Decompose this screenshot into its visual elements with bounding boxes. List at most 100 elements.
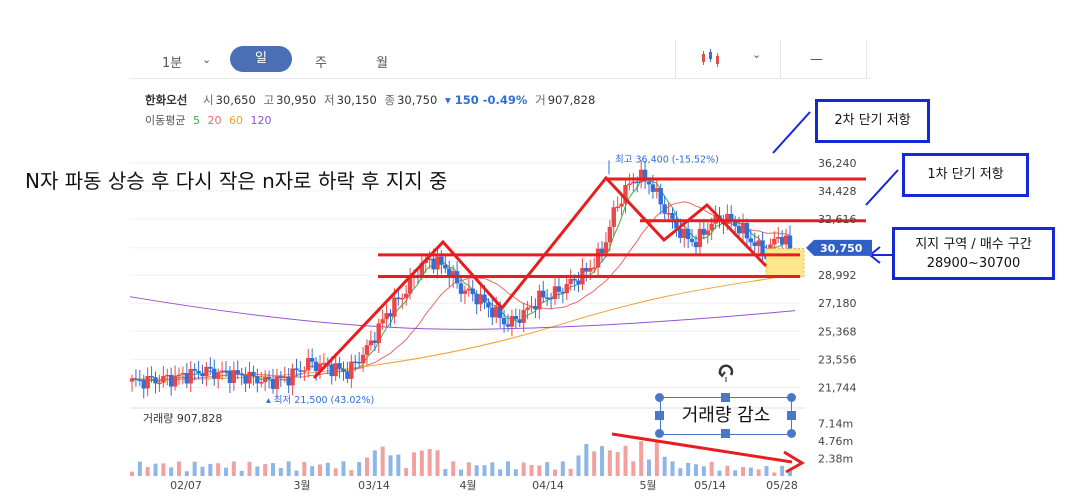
candlesticks — [129, 160, 793, 399]
volume-bar — [372, 450, 377, 476]
price-tick-label: 27,180 — [818, 297, 857, 310]
analysis-headline: N자 파동 상승 후 다시 작은 n자로 하락 후 지지 중 — [25, 169, 448, 193]
candle-body — [572, 278, 577, 281]
candle-body — [693, 242, 699, 248]
price-tick-label: 23,556 — [818, 353, 857, 366]
volume-bar — [521, 462, 526, 476]
candle-body — [208, 366, 213, 369]
chevron-down-icon[interactable]: ⌄ — [202, 53, 212, 66]
date-axis: 02/07 3월 03/14 4월 04/14 5월 05/14 05/28 — [170, 479, 798, 492]
chart-type-chevron-icon[interactable]: ⌄ — [752, 48, 762, 61]
candle-body — [776, 237, 781, 239]
candle-body — [603, 242, 609, 254]
candle-body — [419, 263, 425, 276]
volume-bar — [678, 468, 683, 476]
candle-body — [591, 267, 597, 270]
candle-body — [172, 375, 178, 387]
volume-bar — [192, 461, 197, 476]
candle-body — [141, 379, 146, 389]
candle-body — [670, 213, 675, 219]
line-tool-button[interactable]: — — [810, 52, 823, 67]
candle-body — [607, 226, 613, 243]
volume-bar — [419, 450, 424, 476]
candle-body — [685, 228, 691, 240]
annotation-overlay: 최고 36,400 (-15.52%) ▴ 최저 21,500 (43.02%) — [266, 111, 899, 406]
support-zone-range: 28900~30700 — [926, 256, 1021, 271]
volume-bar — [404, 468, 409, 476]
ma-60[interactable]: 60 — [228, 114, 243, 127]
current-price-label: 30,750 — [820, 242, 863, 255]
candlestick-icon[interactable] — [700, 48, 724, 72]
candle-body — [219, 370, 225, 373]
candle-body — [439, 256, 444, 265]
interval-minute-button[interactable]: 1분 — [162, 56, 183, 71]
volume-bar — [474, 465, 479, 476]
candle-body — [435, 256, 440, 270]
resize-handle[interactable] — [655, 393, 664, 402]
volume-bar — [584, 443, 589, 476]
date-tick-label: 3월 — [293, 479, 310, 492]
resize-handle[interactable] — [655, 411, 664, 420]
volume-bar — [647, 459, 651, 476]
volume-bar — [435, 450, 440, 476]
candle-body — [231, 370, 237, 383]
interval-day-tab[interactable]: 일 — [230, 46, 292, 72]
candle-body — [544, 297, 550, 299]
volume-bar — [208, 463, 213, 476]
date-tick-label: 04/14 — [532, 479, 564, 492]
resize-handle[interactable] — [721, 393, 730, 402]
volume-bar — [592, 451, 597, 476]
price-tick-label: 34,428 — [818, 185, 857, 198]
resize-handle[interactable] — [787, 393, 796, 402]
candle-body — [619, 203, 624, 207]
interval-month-tab[interactable]: 월 — [376, 56, 388, 71]
volume-bar — [694, 464, 698, 476]
ma-20[interactable]: 20 — [207, 114, 222, 127]
candle-body — [541, 290, 546, 298]
candle-body — [447, 268, 452, 278]
volume-trend-arrow — [783, 450, 805, 474]
resize-handle[interactable] — [655, 429, 664, 438]
candle-body — [157, 382, 162, 385]
candle-body — [223, 370, 229, 373]
candle-body — [779, 237, 785, 245]
volume-bar — [709, 461, 714, 476]
resize-handle[interactable] — [721, 429, 730, 438]
candle-body — [255, 376, 260, 384]
volume-bar — [788, 470, 792, 476]
ma-120[interactable]: 120 — [250, 114, 272, 127]
candle-body — [537, 290, 542, 310]
rotate-handle-icon[interactable] — [716, 360, 736, 384]
volume-bar — [247, 461, 252, 476]
callout-arrow — [868, 246, 892, 264]
volume-bar — [600, 446, 604, 476]
candle-body — [149, 376, 154, 378]
candle-body — [270, 378, 276, 389]
candle-body — [180, 373, 186, 375]
candle-body — [333, 363, 338, 377]
volume-bar — [341, 461, 346, 476]
resize-handle[interactable] — [787, 411, 796, 420]
candle-body — [317, 363, 323, 372]
ma-5[interactable]: 5 — [192, 114, 200, 127]
candle-body — [368, 340, 374, 346]
volume-bar — [686, 462, 691, 476]
volume-panel: 거래량 907,828 7.14m 4.76m 2.38m — [130, 407, 853, 476]
date-tick-label: 4월 — [459, 479, 476, 492]
volume-bar — [349, 470, 354, 476]
interval-week-tab[interactable]: 주 — [315, 56, 327, 71]
candle-body — [599, 248, 605, 254]
current-price-badge — [806, 239, 872, 256]
candle-body — [517, 319, 522, 323]
candle-body — [564, 283, 569, 294]
candle-body — [313, 361, 319, 372]
candle-body — [259, 382, 264, 384]
moving-average-legend: 이동평균 5 20 60 120 — [145, 112, 271, 128]
volume-bar — [231, 461, 236, 476]
resize-handle[interactable] — [787, 429, 796, 438]
candle-body — [388, 313, 393, 317]
volume-bar — [459, 469, 463, 476]
support-zone-title: 지지 구역 / 매수 구간 — [915, 237, 1032, 252]
volume-bar — [145, 467, 150, 476]
